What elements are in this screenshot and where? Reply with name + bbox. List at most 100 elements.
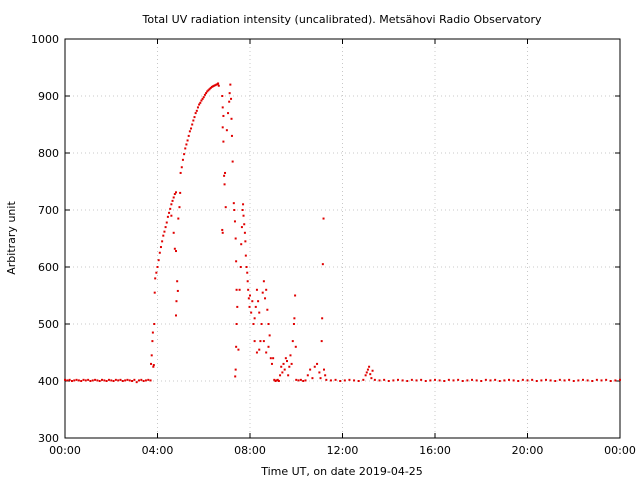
data-point [232,202,235,205]
data-point [194,112,197,115]
data-point [175,314,177,317]
data-point [348,378,351,381]
data-point [153,291,156,294]
x-tick-label: 04:00 [142,444,174,457]
data-point [290,362,293,365]
data-point [244,240,247,243]
data-point [75,378,78,381]
data-point [233,220,236,223]
data-point [466,379,469,382]
data-point [176,289,179,292]
data-point [241,209,244,211]
data-point [420,378,423,381]
data-point [586,379,589,382]
data-point [288,365,291,368]
y-tick-label: 600 [38,261,59,274]
data-point [316,362,319,365]
data-point [293,317,296,320]
data-point [238,288,241,291]
data-point [230,97,233,100]
data-point [264,297,267,300]
data-point [155,271,158,274]
data-point [321,317,324,320]
data-point [142,380,145,382]
data-point [230,134,233,137]
data-point [168,211,171,214]
data-point [247,288,250,291]
data-point [591,380,594,382]
data-point [289,354,292,357]
data-point [517,380,520,382]
data-point [253,340,256,343]
data-point [549,379,552,382]
data-point [249,294,251,297]
data-point [233,209,236,211]
data-point [282,362,285,365]
data-point [258,311,261,314]
data-point [563,379,566,382]
data-point [112,380,115,382]
data-point [339,380,342,382]
data-point [222,140,225,143]
data-point [192,119,195,122]
y-tick-label: 700 [38,204,59,217]
data-point [294,294,297,297]
plot-frame [64,38,621,439]
data-point [133,378,136,381]
data-point [207,89,210,92]
data-point [157,259,160,262]
data-point [371,369,374,372]
data-point [126,378,129,381]
data-point [177,217,180,220]
data-point [484,378,487,381]
data-point [217,82,220,85]
data-point [209,87,212,90]
y-tick-label: 800 [38,147,59,160]
data-point [235,323,238,325]
data-point [279,374,282,377]
data-point [489,379,492,382]
data-point [273,378,276,381]
data-point [272,357,275,360]
data-point [313,365,316,368]
data-point [457,378,460,381]
data-point [397,378,399,381]
data-point [365,371,368,374]
data-point [162,234,165,237]
data-point [151,331,154,334]
data-point [254,305,257,308]
data-point [147,378,150,381]
data-point [267,323,270,325]
data-point [415,379,418,382]
data-point [180,166,183,169]
data-point [275,379,278,382]
data-point [236,305,239,308]
data-point [600,379,603,382]
data-point [267,345,270,348]
data-point [163,230,166,233]
data-point [176,280,179,283]
data-point [299,378,302,381]
data-point [235,288,238,291]
data-point [222,114,225,117]
chart-title: Total UV radiation intensity (uncalibrat… [142,13,542,26]
data-point [164,226,167,229]
data-point [114,378,117,381]
data-point [149,379,152,382]
data-point [124,379,127,382]
data-point [161,240,164,243]
data-point [138,379,140,382]
data-point [170,203,173,206]
data-point [215,83,218,86]
data-point [302,380,305,382]
data-point [461,380,464,382]
data-point [424,380,427,382]
data-point [614,379,617,382]
data-point [257,300,260,303]
data-point [172,231,175,234]
data-point [304,379,307,382]
x-tick-label: 16:00 [419,444,451,457]
data-point [494,378,497,381]
data-point [169,207,172,210]
data-point [221,95,224,97]
